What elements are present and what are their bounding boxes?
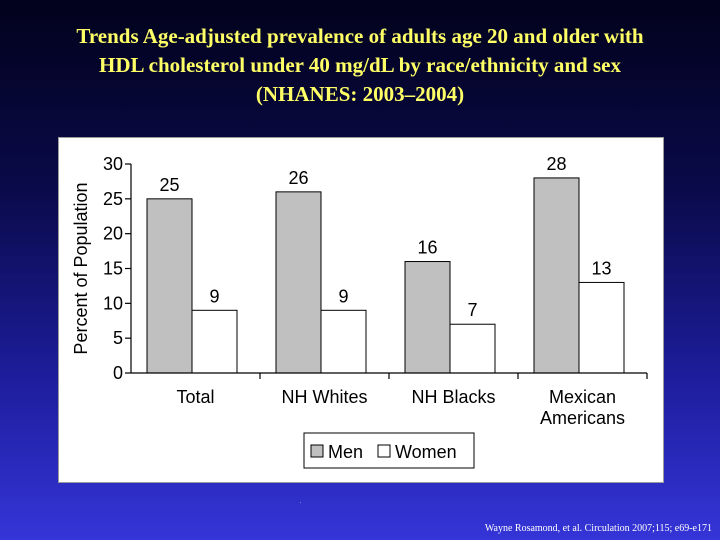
category-label-2: NH Blacks [411,387,495,407]
y-tick-label-15: 15 [103,259,123,279]
category-label-3: Mexican Americans [540,387,625,428]
bar-men-0 [146,198,193,374]
legend-swatch-women [377,444,391,458]
value-label-women-0: 9 [209,286,219,306]
category-label-1: NH Whites [281,387,367,407]
y-axis-label: Percent of Population [71,182,91,354]
y-tick-label-30: 30 [103,154,123,174]
legend-label-men: Men [328,442,363,462]
y-tick-label-20: 20 [103,224,123,244]
value-label-men-0: 25 [159,175,179,195]
value-label-women-3: 13 [591,258,611,278]
title-line-1: Trends Age-adjusted prevalence of adults… [76,24,644,48]
title-line-2: HDL cholesterol under 40 mg/dL by race/e… [99,53,621,77]
y-tick-label-10: 10 [103,293,123,313]
bar-women-3 [578,281,625,374]
category-label-0: Total [176,387,214,407]
value-label-men-2: 16 [417,238,437,258]
labels-group: 25 26 16 28 9 9 7 13 0 5 10 15 20 25 30 Total NH Whites N… [71,154,625,428]
bar-women-0 [191,309,238,374]
bars-group [146,177,625,374]
slide-title: Trends Age-adjusted prevalence of adults… [0,22,720,109]
value-label-men-3: 28 [546,154,566,174]
axes-group [125,163,648,379]
bar-men-2 [404,261,451,374]
legend-label-women: Women [395,442,457,462]
category-label-line: Mexican [549,387,616,407]
bar-men-1 [275,191,322,374]
category-label-line: Americans [540,408,625,428]
value-label-women-1: 9 [338,286,348,306]
y-tick-label-5: 5 [113,328,123,348]
chart-panel: 25 26 16 28 9 9 7 13 0 5 10 15 20 25 30 Total NH Whites N… [58,137,664,483]
bar-women-1 [320,309,367,374]
bar-men-3 [533,177,580,374]
legend: Men Women [303,432,475,469]
value-label-men-1: 26 [288,168,308,188]
bar-chart: 25 26 16 28 9 9 7 13 0 5 10 15 20 25 30 Total NH Whites N… [71,154,648,469]
y-tick-label-0: 0 [113,363,123,383]
legend-swatch-men [310,444,324,458]
category-label-line: NH Blacks [411,387,495,407]
bar-women-2 [449,323,496,374]
category-label-line: Total [176,387,214,407]
decorative-dot [300,502,301,503]
value-label-women-2: 7 [467,300,477,320]
category-label-line: NH Whites [281,387,367,407]
citation: Wayne Rosamond, et al. Circulation 2007;… [484,523,712,534]
y-tick-label-25: 25 [103,189,123,209]
title-line-3: (NHANES: 2003–2004) [255,82,465,106]
